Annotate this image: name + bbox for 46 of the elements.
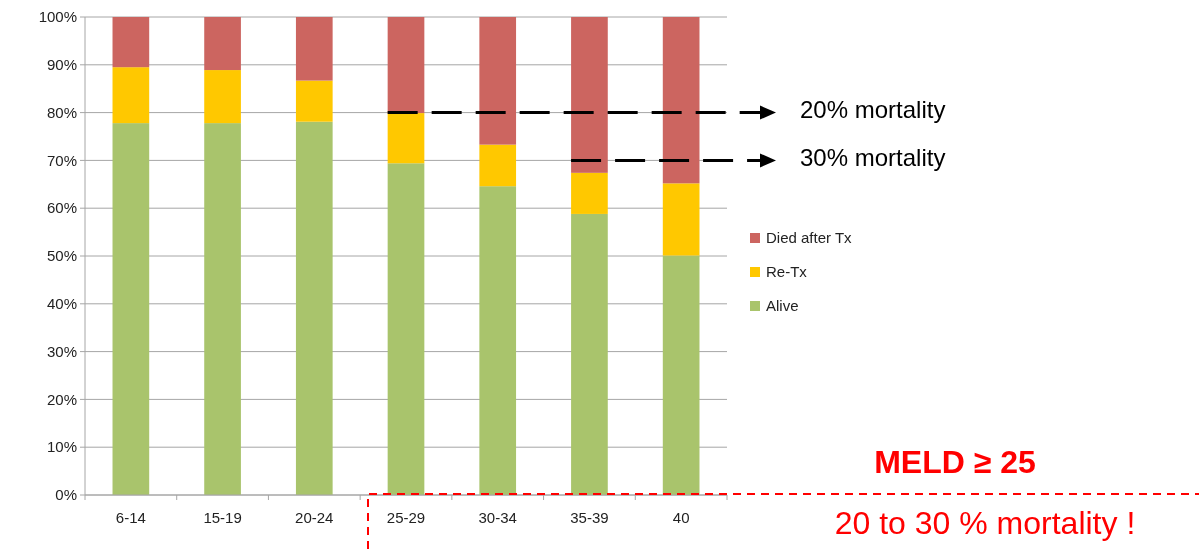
- bar: [571, 172, 608, 214]
- y-tick-label: 0%: [55, 486, 77, 504]
- legend-label: Re-Tx: [766, 263, 808, 281]
- ref-line-label: 30% mortality: [800, 143, 946, 171]
- bar: [295, 80, 333, 122]
- x-tick-label: 25-29: [386, 509, 426, 526]
- bar: [387, 17, 425, 114]
- bar: [295, 121, 333, 495]
- y-tick-label: 50%: [46, 247, 77, 265]
- y-tick-label: 90%: [46, 56, 77, 74]
- bar: [204, 123, 241, 495]
- bar: [204, 70, 241, 124]
- y-tick-label: 40%: [46, 295, 77, 313]
- bar: [662, 255, 700, 495]
- y-tick-label: 10%: [46, 438, 77, 456]
- legend-label: Died after Tx: [766, 229, 853, 247]
- x-tick-label: 35-39: [570, 509, 609, 526]
- bar: [112, 123, 150, 495]
- text: MELD ≥ 25: [874, 444, 1036, 481]
- x-tick-label: 6-14: [115, 509, 146, 526]
- bar: [204, 17, 241, 71]
- bar: [571, 213, 608, 495]
- y-tick-label: 20%: [46, 390, 77, 408]
- bar: [387, 113, 425, 164]
- bar: [112, 17, 150, 68]
- legend-label: Alive: [766, 297, 799, 315]
- bar: [662, 17, 700, 184]
- text: 20 to 30 % mortality !: [834, 505, 1136, 542]
- bar: [387, 163, 425, 495]
- x-tick-label: 40: [672, 509, 690, 526]
- bar: [479, 17, 517, 145]
- y-tick-label: 60%: [46, 199, 77, 217]
- y-tick-label: 80%: [46, 103, 77, 121]
- y-tick-label: 30%: [46, 342, 77, 360]
- bar: [662, 183, 700, 256]
- y-tick-label: 70%: [46, 151, 77, 169]
- bar: [295, 17, 333, 81]
- bar: [571, 17, 608, 173]
- bar: [479, 144, 517, 187]
- x-tick-label: 20-24: [295, 509, 334, 526]
- x-tick-label: 30-34: [478, 509, 517, 526]
- ref-line-label: 20% mortality: [800, 96, 946, 123]
- x-tick-label: 15-19: [203, 509, 242, 526]
- bar: [112, 67, 150, 124]
- bar: [479, 186, 517, 495]
- y-tick-label: 100%: [38, 8, 77, 26]
